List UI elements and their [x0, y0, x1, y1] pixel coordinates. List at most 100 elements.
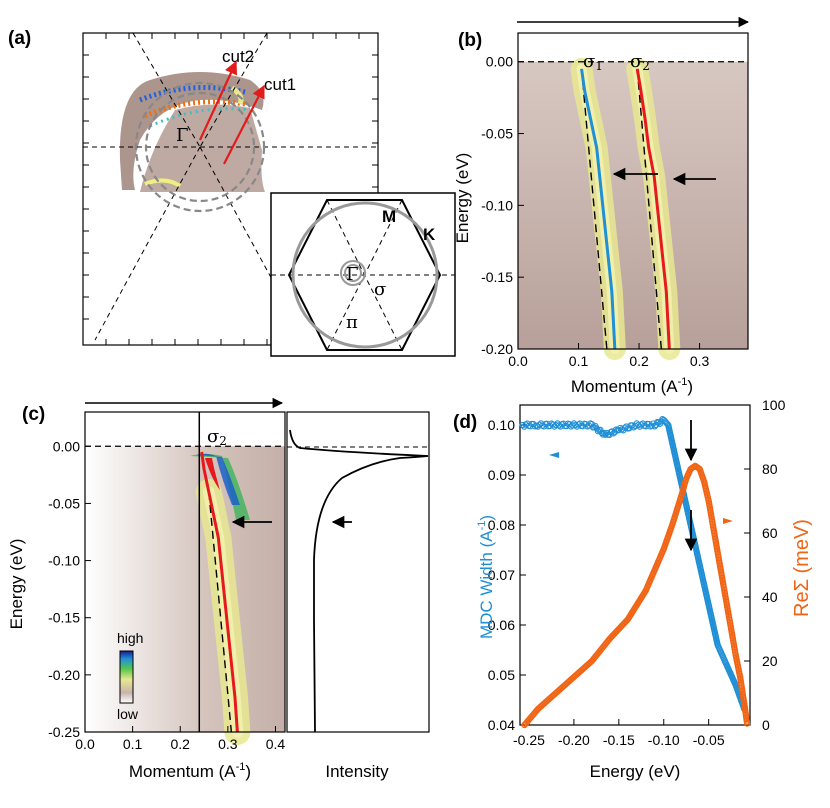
- dispersion-1: [635, 68, 671, 350]
- panel-b-ylabel: Energy (eV): [453, 153, 472, 244]
- inset-gamma-label: Γ: [346, 264, 359, 285]
- x-tick-label: 0.1: [123, 736, 143, 752]
- sigma2-subscript-c: 2: [219, 434, 227, 448]
- x-tick-label: -0.20: [558, 732, 590, 748]
- panel-d-series: [519, 415, 751, 729]
- panel-d-xlabel: Energy (eV): [590, 762, 681, 781]
- y-right-tick-label: 60: [762, 525, 778, 541]
- sigma2-symbol-c: σ: [207, 426, 219, 447]
- panel-d-ylabel-right: ReΣ (meV): [791, 519, 813, 617]
- gamma-label: Γ: [176, 125, 189, 146]
- panel-b-ticks: 0.0 0.1 0.2 0.3 0.00 -0.05 -0.10 -0.15 -0.20: [481, 54, 709, 369]
- dispersion-0: [580, 68, 617, 350]
- panel-d-frame: [519, 404, 751, 726]
- y-tick-label: -0.15: [48, 610, 80, 626]
- sigma1-symbol: σ: [583, 51, 595, 72]
- panel-c-ticks: 0.0 0.1 0.2 0.3 0.4 0.00 -0.05 -0.10 -0.15 -0.20 -…: [48, 438, 285, 752]
- sigma2-label-c: σ2: [207, 426, 227, 448]
- y-tick-label: 0.00: [53, 438, 80, 454]
- bare-band-0: [580, 68, 608, 350]
- y-tick-label: -0.20: [481, 341, 513, 357]
- series-re-sigma: [521, 462, 751, 729]
- data-point: [597, 426, 604, 433]
- panel-b-xlabel-end: ): [687, 377, 693, 396]
- x-tick-label: -0.25: [513, 732, 545, 748]
- sigma1-subscript: 1: [595, 59, 603, 73]
- y-tick-label: -0.05: [481, 126, 513, 142]
- y-right-tick-label: 100: [762, 397, 786, 413]
- panel-b-label: (b): [458, 30, 482, 51]
- bare-band-1: [636, 68, 663, 350]
- inset-sigma-label: σ: [374, 279, 386, 300]
- panel-a: (a) Γ cut2 cut1: [8, 28, 456, 357]
- sigma2-subscript-b: 2: [642, 59, 650, 73]
- panel-d-ticks: -0.25 -0.20 -0.15 -0.10 -0.05 0.04 0.05 0.06 0.0…: [488, 397, 786, 748]
- x-tick-label: -0.15: [603, 732, 635, 748]
- y-left-tick-label: 0.08: [488, 517, 515, 533]
- x-tick-label: 0.3: [690, 353, 710, 369]
- band-top-blue: [196, 453, 240, 505]
- panel-d-label: (d): [453, 412, 477, 433]
- data-point: [600, 429, 608, 437]
- panel-c-xlabel-main: Momentum (A: [129, 762, 236, 781]
- y-tick-label: -0.25: [48, 724, 80, 740]
- mdc-width-marker: [549, 452, 559, 458]
- panel-b-frame: [517, 32, 749, 350]
- dispersion-top: [200, 451, 211, 493]
- x-tick-label: 0.2: [171, 736, 191, 752]
- colorbar-high-label: high: [117, 630, 143, 646]
- dispersion-0: [207, 491, 239, 733]
- panel-b-xlabel: Momentum (A-1): [571, 376, 693, 396]
- y-tick-label: -0.10: [481, 197, 513, 213]
- panel-b-dispersions: [518, 61, 748, 350]
- y-tick-label: -0.10: [48, 553, 80, 569]
- brillouin-zone-inset: Γ M K σ π: [270, 192, 456, 357]
- sigma2-label-b: σ2: [630, 51, 650, 73]
- intensity-panel: Intensity: [286, 411, 430, 781]
- y-tick-label: -0.20: [48, 667, 80, 683]
- y-left-tick-label: 0.05: [488, 667, 515, 683]
- panel-c: (c) 0.0 0.1 0.2 0.3 0.4 0.00 -0.05 -0.10 -0.15 -0…: [7, 397, 430, 781]
- y-right-tick-label: 0: [762, 717, 770, 733]
- band-top-red: [205, 458, 220, 490]
- y-left-tick-label: 0.10: [488, 417, 515, 433]
- cut2-arrow: [199, 60, 238, 141]
- y-left-tick-label: 0.04: [488, 717, 515, 733]
- panel-d-ylabel-left-end: ): [477, 515, 496, 521]
- x-tick-label: 0.4: [266, 736, 286, 752]
- y-tick-label: -0.05: [48, 495, 80, 511]
- data-point: [602, 431, 609, 438]
- cut1-arrow: [223, 84, 265, 165]
- x-tick-label: 0.1: [569, 353, 589, 369]
- data-point: [621, 424, 628, 431]
- panel-c-spectrum-bg: [85, 446, 285, 732]
- y-right-tick-label: 40: [762, 589, 778, 605]
- x-tick-label: 0.0: [508, 353, 528, 369]
- panel-c-dispersions: [85, 412, 285, 733]
- y-left-tick-label: 0.07: [488, 567, 515, 583]
- panel-d-ylabel-left: MDC Width (A-1): [476, 515, 496, 639]
- panel-a-ticks: [83, 33, 378, 345]
- panel-b-xlabel-main: Momentum (A: [571, 377, 678, 396]
- x-tick-label: -0.10: [648, 732, 680, 748]
- panel-a-circles: [134, 81, 266, 213]
- panel-c-xlabel-end: ): [245, 762, 251, 781]
- edc-curve: [289, 429, 429, 733]
- x-tick-label: -0.05: [693, 732, 725, 748]
- intensity-label: Intensity: [325, 762, 389, 781]
- panel-d-ylabel-left-sup: -1: [476, 521, 488, 531]
- x-tick-label: 0.3: [218, 736, 238, 752]
- panel-b-xlabel-sup: -1: [678, 376, 688, 388]
- cut1-label: cut1: [264, 75, 296, 94]
- colorbar: high low: [117, 630, 143, 722]
- panel-c-xlabel: Momentum (A-1): [129, 761, 251, 781]
- y-left-tick-label: 0.09: [488, 467, 515, 483]
- x-tick-label: 0.0: [75, 736, 95, 752]
- inset-m-label: M: [382, 207, 396, 226]
- panel-c-xlabel-sup: -1: [236, 761, 246, 773]
- panel-c-ylabel: Energy (eV): [7, 539, 26, 630]
- inset-pi-label: π: [346, 312, 358, 333]
- cut2-label: cut2: [222, 47, 254, 66]
- panel-c-label: (c): [22, 404, 45, 425]
